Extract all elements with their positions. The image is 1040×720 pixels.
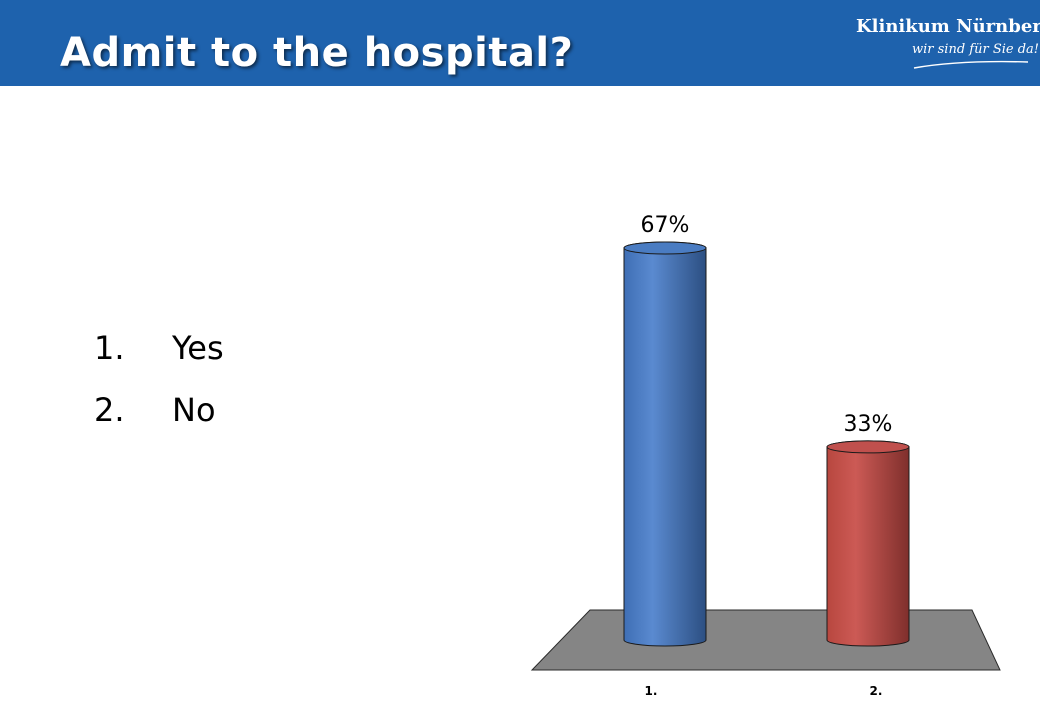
tick-label-1: 1. — [645, 684, 658, 698]
tick-label-2: 2. — [870, 684, 883, 698]
option-number: 1. — [94, 329, 125, 367]
poll-chart: 67% 33% 1. 2. — [530, 213, 1001, 698]
option-label: Yes — [172, 329, 224, 367]
title-bar: Admit to the hospital? Klinikum Nürnberg… — [0, 0, 1040, 86]
chart-floor — [530, 609, 1001, 671]
logo-slogan: wir sind für Sie da! — [912, 42, 1040, 57]
bar-2-top — [826, 440, 910, 454]
bar-2 — [826, 440, 910, 647]
option-yes: 1. Yes — [94, 322, 224, 384]
bar-1-top — [623, 241, 707, 255]
option-label: No — [172, 391, 216, 429]
value-label-1: 67% — [641, 213, 690, 238]
bar-1 — [623, 241, 707, 647]
value-label-2: 33% — [844, 412, 893, 437]
answer-options: 1. Yes 2. No — [94, 322, 224, 446]
logo-name: Klinikum Nürnberg — [856, 16, 1040, 37]
page-title: Admit to the hospital? — [60, 30, 574, 76]
option-no: 2. No — [94, 384, 224, 446]
option-number: 2. — [94, 391, 125, 429]
logo-swash-icon — [913, 60, 1029, 69]
klinikum-logo: Klinikum Nürnberg wir sind für Sie da! — [850, 14, 1040, 72]
